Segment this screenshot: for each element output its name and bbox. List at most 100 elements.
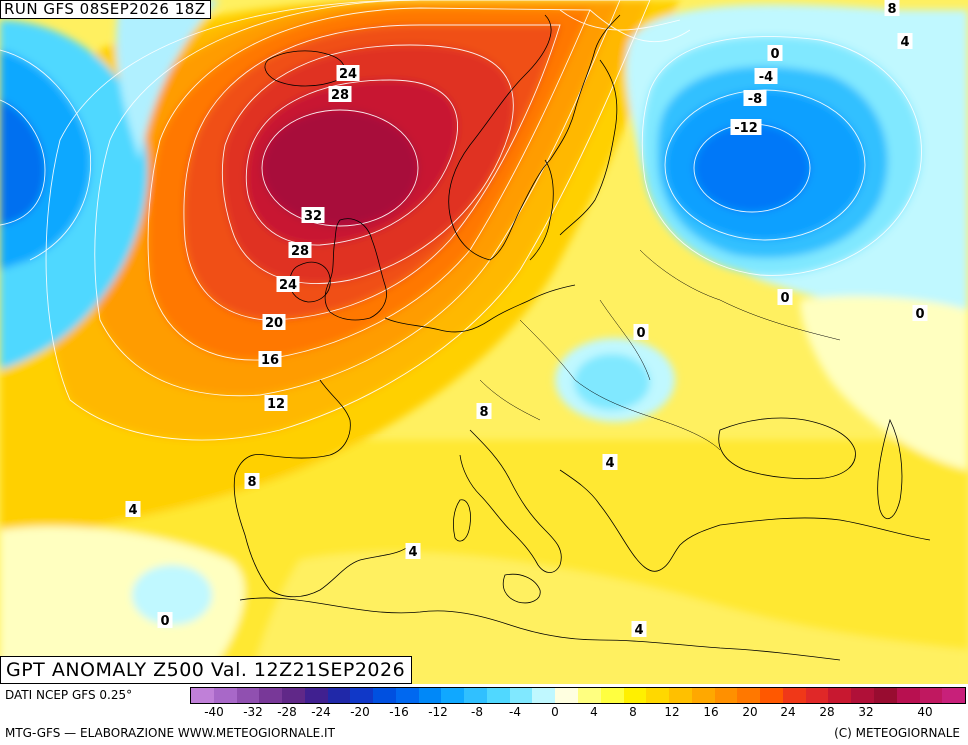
run-title: RUN GFS 08SEP2026 18Z — [0, 0, 211, 19]
colorbar-swatch — [623, 688, 647, 703]
contour-label-bg — [633, 324, 649, 340]
contour-label-bg — [767, 45, 783, 61]
colorbar-swatch — [691, 688, 715, 703]
contour-label-bg — [264, 395, 288, 411]
colorbar-swatch — [578, 688, 601, 703]
colorbar-swatch — [896, 688, 920, 703]
contour-label: 32 — [304, 209, 322, 224]
anomaly-field — [0, 0, 968, 684]
colorbar-swatch — [714, 688, 738, 703]
colorbar-tick-label: 28 — [819, 705, 835, 719]
contour-label: 28 — [291, 244, 309, 259]
contour-label-bg — [336, 65, 360, 81]
contour-label: 28 — [331, 88, 349, 103]
colorbar-tick-label: 16 — [703, 705, 719, 719]
positive-anomaly-32 — [262, 110, 418, 226]
colorbar-swatch — [532, 688, 556, 703]
contour-label-bg — [262, 314, 286, 330]
colorbar — [190, 687, 966, 704]
colorbar-swatch — [373, 688, 396, 703]
contour-label: 16 — [261, 353, 279, 368]
anomaly-map: 24 28 32 28 24 20 16 12 8 4 0 8 4 4 4 0 0 0 -4 -8 -12 0 8 4 — [0, 0, 968, 684]
colorbar-swatch — [942, 688, 966, 703]
colorbar-tick-label: -20 — [350, 705, 370, 719]
colorbar-tick-label: -8 — [471, 705, 483, 719]
contour-label: 0 — [160, 614, 169, 629]
colorbar-swatch — [805, 688, 829, 703]
western-europe-coast — [384, 284, 576, 333]
colorbar-tick-label: -32 — [243, 705, 263, 719]
colorbar-tick-label: -40 — [204, 705, 224, 719]
finland — [559, 59, 618, 236]
italy — [459, 429, 562, 573]
contour-label-bg — [258, 351, 282, 367]
colorbar-swatch — [327, 688, 351, 703]
colorbar-tick-label: -4 — [509, 705, 521, 719]
contour-label-bg — [405, 543, 421, 559]
credit-left: MTG-GFS — ELABORAZIONE WWW.METEOGIORNALE… — [5, 726, 335, 740]
contour-label-bg — [276, 276, 300, 292]
colorbar-swatch — [418, 688, 442, 703]
contour-label-bg — [476, 403, 492, 419]
colorbar-swatch — [259, 688, 283, 703]
contour-label: 0 — [915, 307, 924, 322]
colorbar-swatch — [600, 688, 624, 703]
contour-label: 12 — [267, 397, 285, 412]
colorbar-tick-label: 24 — [780, 705, 796, 719]
coastlines — [233, 14, 931, 661]
contour-label: 8 — [479, 405, 488, 420]
contour-label-bg — [743, 90, 767, 106]
colorbar-tick-label: 8 — [629, 705, 637, 719]
contour-labels: 24 28 32 28 24 20 16 12 8 4 0 8 4 4 4 0 0 0 -4 -8 -12 0 8 4 — [125, 0, 928, 638]
colorbar-swatch — [669, 688, 692, 703]
contour-label: 0 — [636, 326, 645, 341]
contour-label-bg — [301, 207, 325, 223]
colorbar-swatch — [509, 688, 533, 703]
colorbar-tick-label: -16 — [389, 705, 409, 719]
contour-label: 20 — [265, 316, 283, 331]
contour-label: 4 — [128, 503, 137, 518]
colorbar-swatch — [282, 688, 305, 703]
colorbar-tick-label: -12 — [428, 705, 448, 719]
colorbar-swatch — [191, 688, 214, 703]
contour-label: -8 — [748, 92, 762, 107]
contour-label-bg — [754, 68, 778, 84]
contour-label-bg — [884, 0, 900, 16]
data-source-label: DATI NCEP GFS 0.25° — [5, 688, 133, 702]
colorbar-swatch — [486, 688, 510, 703]
colorbar-tick-label: 0 — [551, 705, 559, 719]
contour-label-bg — [244, 473, 260, 489]
contour-label-bg — [897, 33, 913, 49]
colorbar-tick-label: 32 — [858, 705, 874, 719]
contour-label: 4 — [408, 545, 417, 560]
contour-label: 4 — [634, 623, 643, 638]
colorbar-swatch — [828, 688, 852, 703]
colorbar-tick-label: -24 — [311, 705, 331, 719]
contour-label: 4 — [900, 35, 909, 50]
contour-label: 0 — [780, 291, 789, 306]
contour-label: -4 — [759, 70, 773, 85]
colorbar-swatch — [441, 688, 465, 703]
balkans — [559, 469, 721, 572]
ireland — [289, 261, 331, 303]
contour-label-bg — [328, 86, 352, 102]
scandinavia — [448, 14, 621, 261]
contour-label: 8 — [247, 475, 256, 490]
colorbar-tick-label: -28 — [277, 705, 297, 719]
contour-label-bg — [730, 119, 762, 135]
colorbar-swatch — [555, 688, 579, 703]
contour-label: -12 — [734, 121, 758, 136]
colorbar-tick-label: 40 — [917, 705, 933, 719]
colorbar-tick-label: 12 — [664, 705, 680, 719]
colorbar-swatch — [236, 688, 260, 703]
map-footer: DATI NCEP GFS 0.25° -40 -32 -28 -24 -20 -16 -1… — [0, 684, 968, 745]
colorbar-swatch — [304, 688, 328, 703]
colorbar-swatch — [464, 688, 487, 703]
north-africa-coast — [239, 597, 841, 661]
contour-label-bg — [125, 501, 141, 517]
contour-label: 24 — [339, 67, 357, 82]
contour-label: 8 — [887, 2, 896, 17]
field-title: GPT ANOMALY Z500 Val. 12Z21SEP2026 — [0, 656, 413, 684]
colorbar-swatch — [737, 688, 761, 703]
black-sea — [718, 417, 856, 480]
